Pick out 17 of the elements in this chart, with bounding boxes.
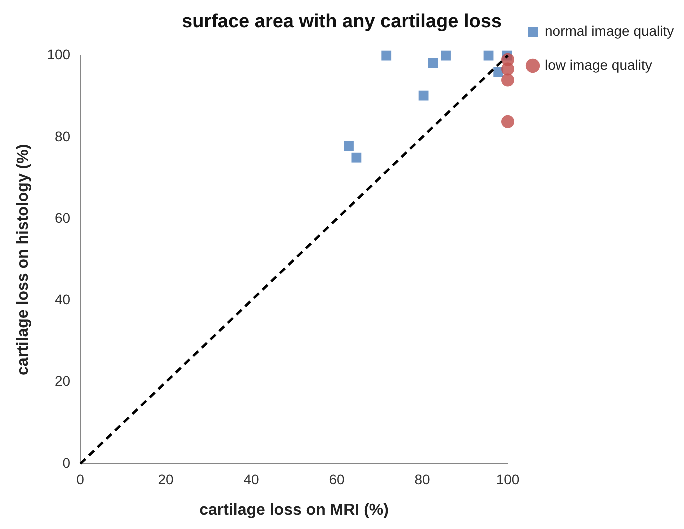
- chart-title: surface area with any cartilage loss: [182, 12, 502, 33]
- y-tick-label: 80: [54, 128, 71, 144]
- y-tick-label: 0: [62, 454, 71, 471]
- y-axis-title: cartilage loss on histology (%): [15, 144, 32, 376]
- x-tick-label: 20: [158, 471, 174, 488]
- y-tick-label: 60: [54, 210, 71, 226]
- x-axis-title: cartilage loss on MRI (%): [200, 502, 389, 519]
- x-tick-label: 60: [329, 471, 346, 488]
- x-tick-label: 100: [496, 471, 520, 488]
- x-tick-label: 80: [414, 471, 431, 488]
- y-tick-label: 20: [54, 373, 71, 390]
- y-tick-label: 40: [54, 292, 71, 308]
- x-tick-label: 40: [244, 471, 260, 488]
- x-tick-label: 0: [76, 471, 85, 488]
- legend-label: low image quality: [545, 56, 652, 73]
- legend-label: normal image quality: [545, 22, 674, 39]
- y-tick-label: 100: [47, 46, 71, 63]
